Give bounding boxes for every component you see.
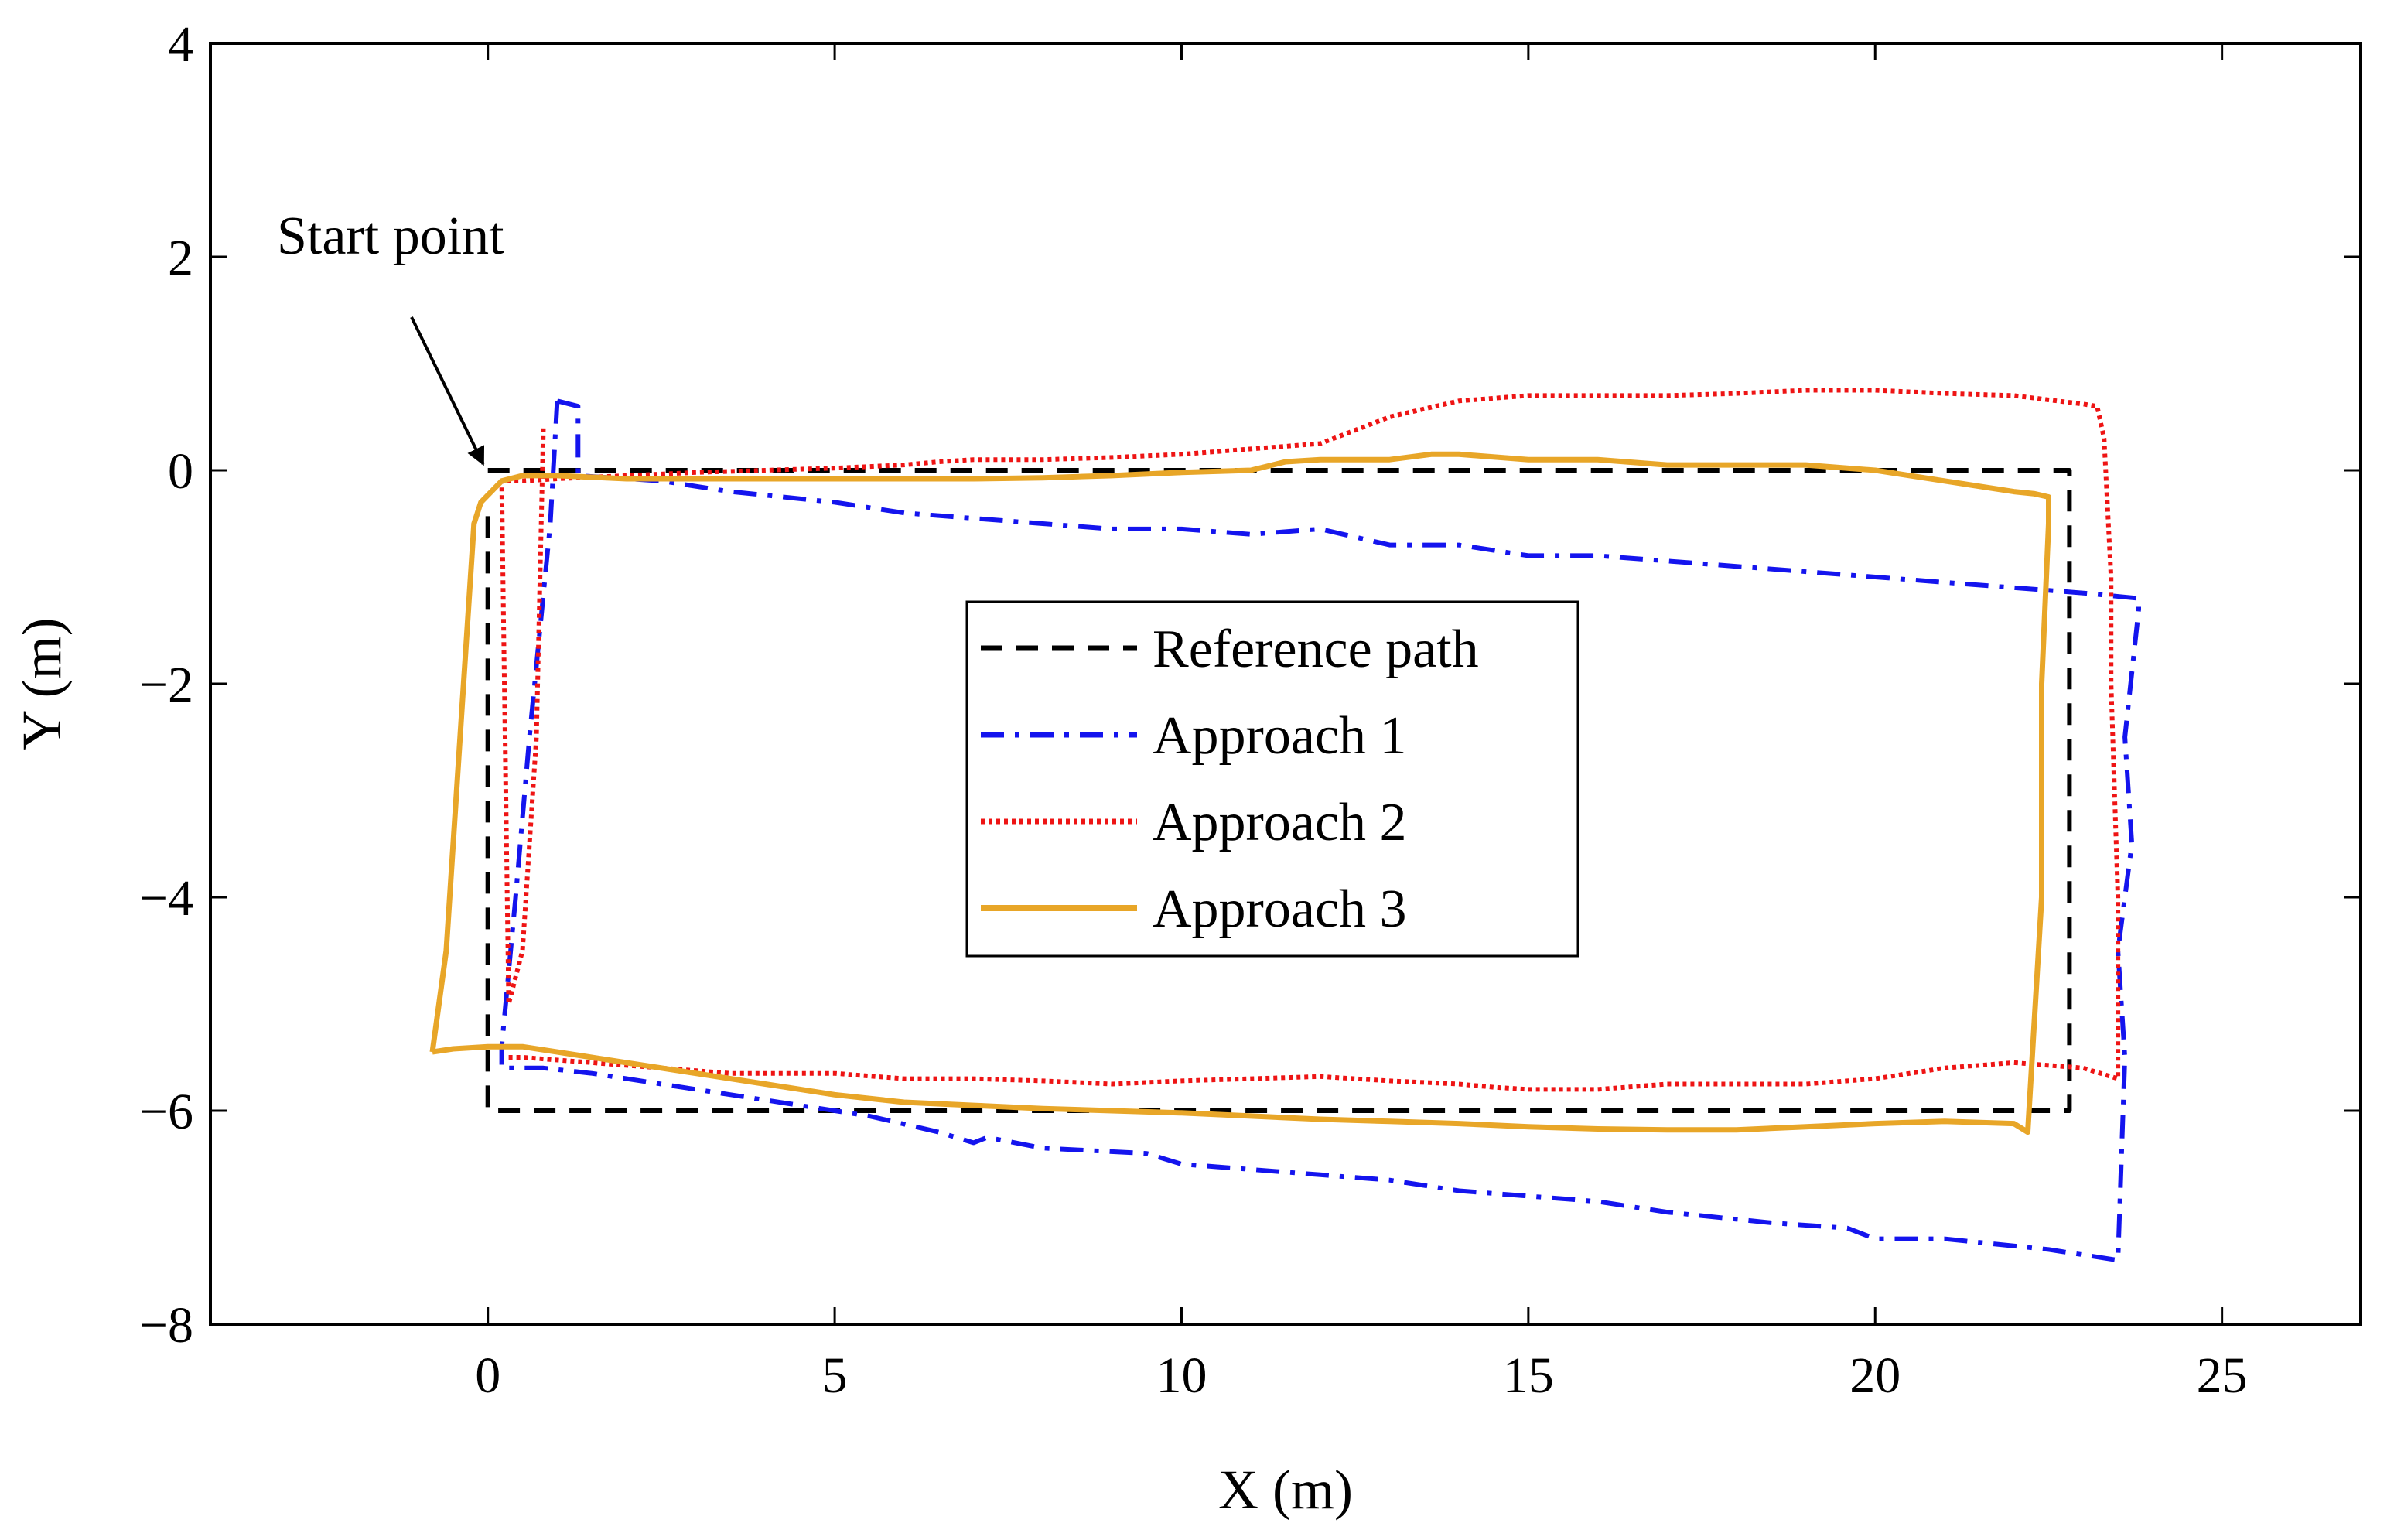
y-tick-label: 0: [168, 443, 193, 500]
y-axis-label: Y (m): [11, 617, 73, 750]
y-tick-label: −4: [139, 870, 193, 927]
y-tick-label: −2: [139, 657, 193, 713]
y-tick-label: −6: [139, 1084, 193, 1140]
legend-label: Approach 3: [1153, 879, 1407, 939]
axis-ticks: 0 5 10 15 20 25 −8 −6 −4 −2 0 2 4: [139, 16, 2361, 1404]
start-point-label: Start point: [277, 207, 504, 266]
start-point-annotation: Start point: [277, 207, 504, 466]
y-tick-label: 4: [168, 16, 193, 73]
x-tick-label: 15: [1503, 1347, 1554, 1404]
series-layer: [429, 388, 2141, 1263]
series-line-reference-path: [485, 468, 2072, 1113]
legend-box: [965, 600, 1579, 958]
legend-label: Reference path: [1153, 620, 1479, 679]
x-tick-label: 5: [822, 1347, 848, 1404]
legend: Reference path Approach 1 Approach 2 Approa…: [965, 600, 1579, 958]
x-tick-label: 0: [475, 1347, 500, 1404]
legend-label: Approach 1: [1153, 706, 1407, 766]
y-tick-label: 2: [168, 230, 193, 286]
legend-label: Approach 2: [1153, 793, 1407, 852]
start-point-arrow: [410, 316, 485, 466]
x-tick-label: 20: [1849, 1347, 1901, 1404]
y-tick-label: −8: [139, 1297, 193, 1354]
series-line-approach-3: [429, 451, 2051, 1135]
series-line-approach-1: [499, 398, 2141, 1263]
x-axis-label: X (m): [1218, 1459, 1353, 1521]
x-tick-label: 10: [1156, 1347, 1207, 1404]
x-tick-label: 25: [2197, 1347, 2248, 1404]
